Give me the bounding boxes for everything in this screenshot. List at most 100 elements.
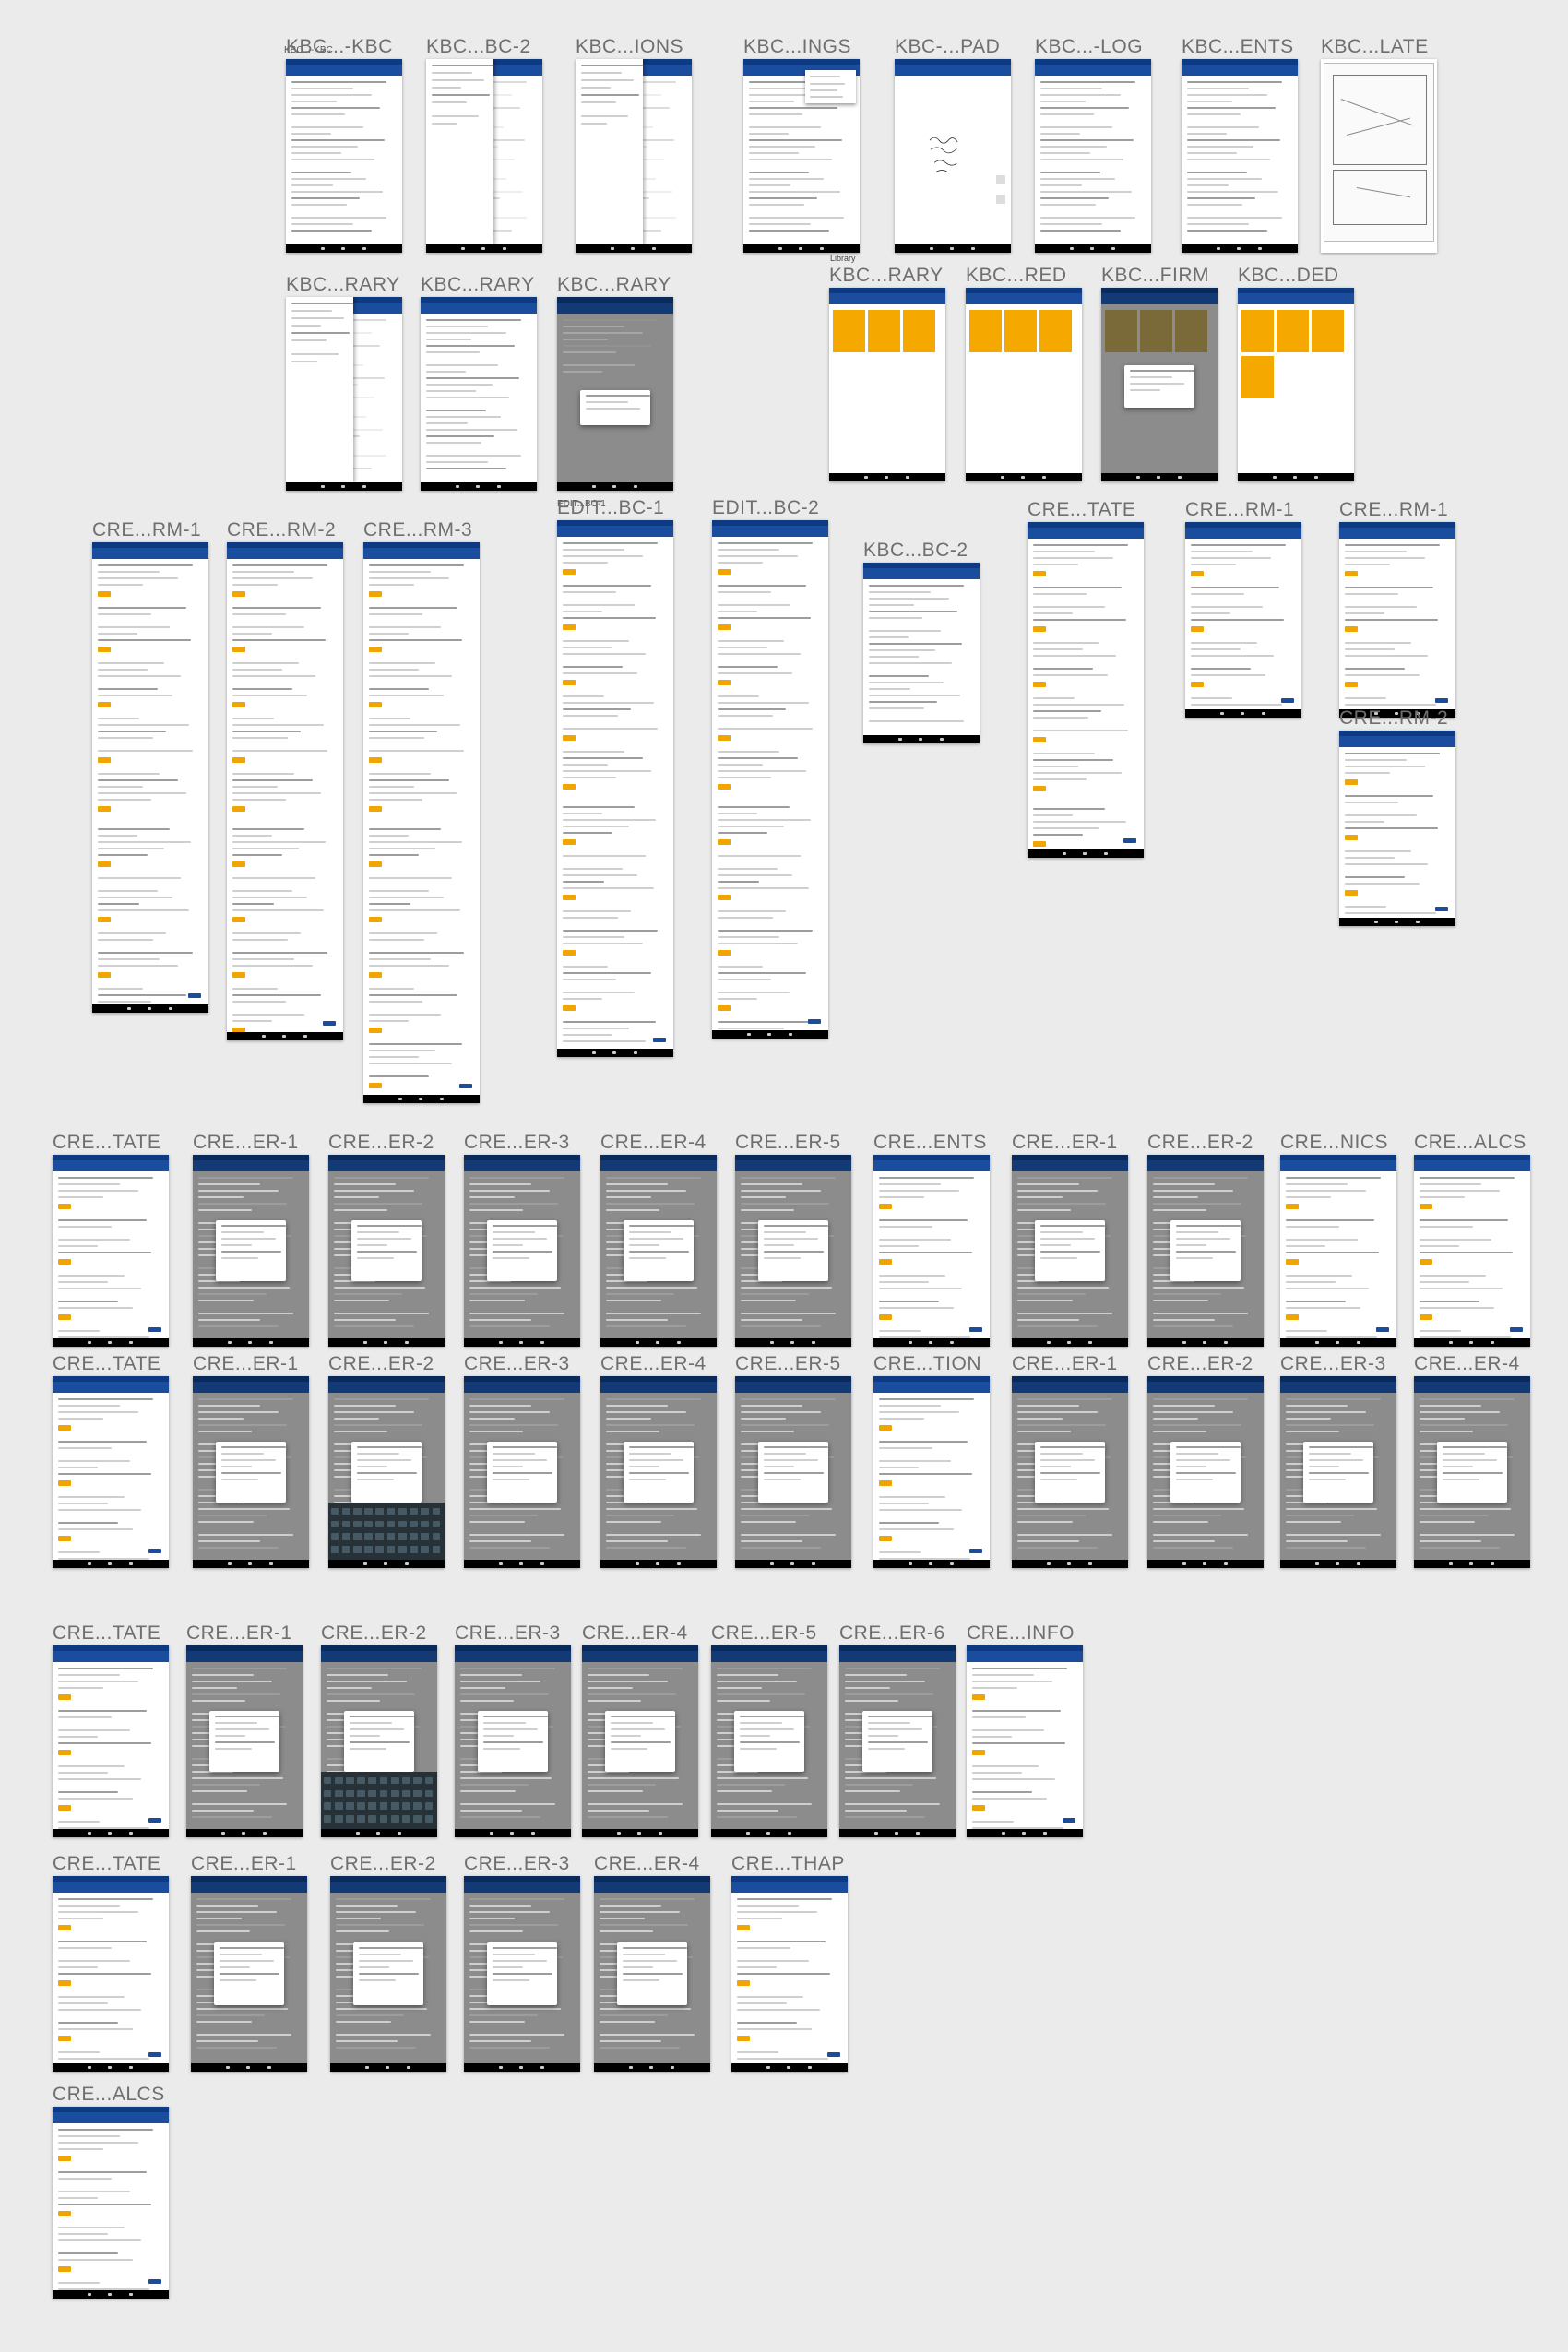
recents-nav-icon[interactable] — [1178, 476, 1182, 479]
back-nav-icon[interactable] — [1448, 1341, 1453, 1344]
recents-nav-icon[interactable] — [407, 2066, 411, 2069]
inline-action-button[interactable] — [1033, 841, 1046, 847]
inline-action-button[interactable] — [1345, 571, 1358, 576]
back-nav-icon[interactable] — [929, 247, 933, 250]
inline-action-button[interactable] — [718, 1005, 731, 1011]
recents-nav-icon[interactable] — [1357, 1562, 1361, 1565]
back-nav-icon[interactable] — [1046, 1562, 1051, 1565]
inline-action-button[interactable] — [232, 861, 245, 867]
back-nav-icon[interactable] — [455, 485, 459, 488]
recents-nav-icon[interactable] — [1258, 247, 1263, 250]
home-nav-icon[interactable] — [929, 1562, 933, 1565]
home-nav-icon[interactable] — [519, 1341, 524, 1344]
home-nav-icon[interactable] — [519, 2066, 524, 2069]
side-tool-icon[interactable] — [996, 195, 1005, 204]
back-nav-icon[interactable] — [355, 1832, 360, 1835]
recents-nav-icon[interactable] — [269, 1562, 274, 1565]
inline-action-button[interactable] — [98, 917, 111, 922]
recents-nav-icon[interactable] — [1224, 1562, 1229, 1565]
home-nav-icon[interactable] — [1203, 1341, 1207, 1344]
inline-action-button[interactable] — [369, 917, 382, 922]
back-nav-icon[interactable] — [498, 1562, 503, 1565]
inline-action-button[interactable] — [98, 861, 111, 867]
recents-nav-icon[interactable] — [1043, 1832, 1048, 1835]
back-nav-icon[interactable] — [628, 2066, 633, 2069]
recents-nav-icon[interactable] — [789, 1033, 793, 1036]
back-nav-icon[interactable] — [1046, 1341, 1051, 1344]
home-nav-icon[interactable] — [649, 2066, 654, 2069]
inline-action-button[interactable] — [1420, 1204, 1432, 1209]
home-nav-icon[interactable] — [108, 2066, 113, 2069]
home-nav-icon[interactable] — [895, 1832, 899, 1835]
home-nav-icon[interactable] — [1241, 712, 1245, 715]
back-nav-icon[interactable] — [1373, 921, 1378, 923]
back-nav-icon[interactable] — [1448, 1562, 1453, 1565]
home-nav-icon[interactable] — [384, 1341, 388, 1344]
inline-action-button[interactable] — [1420, 1259, 1432, 1265]
next-button[interactable] — [969, 1327, 982, 1332]
recents-nav-icon[interactable] — [634, 1051, 638, 1054]
home-nav-icon[interactable] — [341, 485, 346, 488]
inline-action-button[interactable] — [1191, 626, 1204, 632]
inline-action-button[interactable] — [1286, 1314, 1299, 1320]
inline-action-button[interactable] — [98, 647, 111, 652]
inline-action-button[interactable] — [879, 1425, 892, 1431]
back-nav-icon[interactable] — [498, 1341, 503, 1344]
home-nav-icon[interactable] — [1157, 476, 1161, 479]
back-nav-icon[interactable] — [1069, 247, 1074, 250]
inline-action-button[interactable] — [58, 2036, 71, 2041]
inline-action-button[interactable] — [1345, 682, 1358, 687]
next-button[interactable] — [969, 1549, 982, 1553]
home-nav-icon[interactable] — [767, 1033, 772, 1036]
back-nav-icon[interactable] — [873, 1832, 878, 1835]
recents-nav-icon[interactable] — [940, 738, 944, 741]
inline-action-button[interactable] — [58, 2156, 71, 2161]
recents-nav-icon[interactable] — [540, 2066, 545, 2069]
home-nav-icon[interactable] — [419, 1098, 423, 1100]
inline-action-button[interactable] — [1191, 571, 1204, 576]
back-nav-icon[interactable] — [362, 1562, 367, 1565]
next-button[interactable] — [1376, 1327, 1389, 1332]
recents-nav-icon[interactable] — [129, 1562, 134, 1565]
home-nav-icon[interactable] — [1336, 1341, 1340, 1344]
next-button[interactable] — [1435, 907, 1448, 911]
inline-action-button[interactable] — [1345, 890, 1358, 896]
soft-keyboard[interactable] — [321, 1771, 437, 1829]
back-nav-icon[interactable] — [398, 1098, 402, 1100]
mission-tile[interactable] — [1039, 310, 1072, 352]
home-nav-icon[interactable] — [766, 1832, 771, 1835]
home-nav-icon[interactable] — [790, 1562, 795, 1565]
back-nav-icon[interactable] — [1000, 476, 1004, 479]
next-button[interactable] — [1435, 698, 1448, 703]
mission-tile[interactable] — [1241, 356, 1275, 398]
home-nav-icon[interactable] — [612, 485, 617, 488]
home-nav-icon[interactable] — [1336, 1562, 1340, 1565]
back-nav-icon[interactable] — [225, 2066, 230, 2069]
recents-nav-icon[interactable] — [950, 1341, 955, 1344]
home-nav-icon[interactable] — [282, 1035, 287, 1038]
mission-tile[interactable] — [1004, 310, 1038, 352]
inline-action-button[interactable] — [737, 1925, 750, 1930]
inline-action-button[interactable] — [718, 735, 731, 741]
mission-tile[interactable] — [833, 310, 866, 352]
inline-action-button[interactable] — [369, 861, 382, 867]
back-nav-icon[interactable] — [261, 1035, 266, 1038]
back-nav-icon[interactable] — [1135, 476, 1140, 479]
recents-nav-icon[interactable] — [405, 1562, 410, 1565]
recents-nav-icon[interactable] — [263, 1832, 267, 1835]
back-nav-icon[interactable] — [616, 1832, 621, 1835]
inline-action-button[interactable] — [972, 1750, 985, 1755]
back-nav-icon[interactable] — [227, 1341, 232, 1344]
home-nav-icon[interactable] — [108, 2293, 113, 2296]
recents-nav-icon[interactable] — [677, 1341, 682, 1344]
home-nav-icon[interactable] — [248, 1562, 253, 1565]
recents-nav-icon[interactable] — [906, 476, 910, 479]
inline-action-button[interactable] — [369, 591, 382, 597]
home-nav-icon[interactable] — [1237, 247, 1241, 250]
recents-nav-icon[interactable] — [129, 1832, 134, 1835]
inline-action-button[interactable] — [232, 1028, 245, 1033]
inline-action-button[interactable] — [1286, 1204, 1299, 1209]
next-button[interactable] — [148, 1818, 161, 1823]
recents-nav-icon[interactable] — [303, 1035, 308, 1038]
inline-action-button[interactable] — [718, 680, 731, 685]
